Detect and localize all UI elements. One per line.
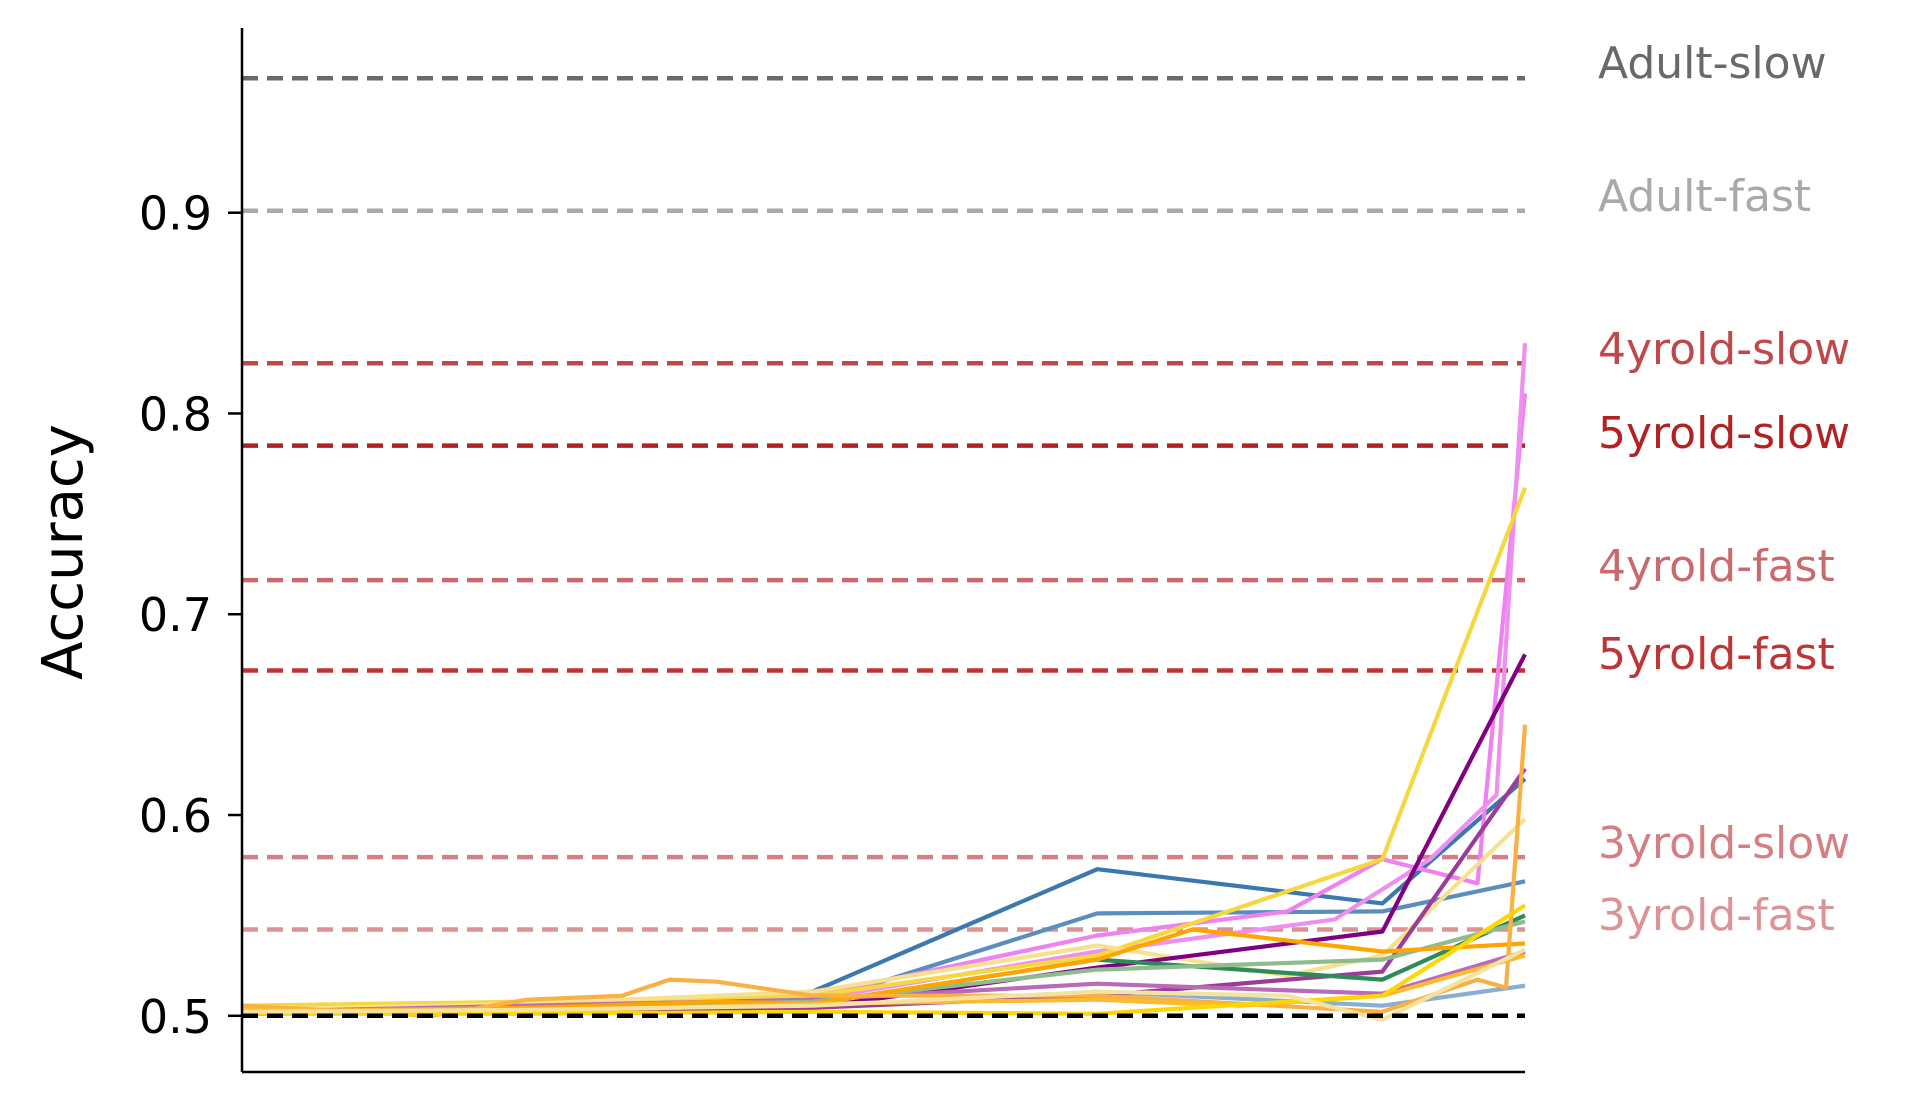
reference-label-4yrold-fast: 4yrold-fast: [1598, 541, 1835, 592]
y-axis-title: Accuracy: [31, 424, 96, 680]
reference-labels: Adult-slow Adult-fast 4yrold-slow 5yrold-sl…: [1598, 38, 1850, 941]
y-tick-label: 0.6: [139, 789, 212, 843]
reference-label-adult-fast: Adult-fast: [1598, 171, 1811, 222]
reference-lines: [242, 75, 1525, 932]
y-tick-label: 0.9: [139, 187, 212, 241]
series-line-7: [241, 817, 1527, 1012]
reference-label-3yrold-fast: 3yrold-fast: [1598, 890, 1835, 941]
y-tick-label: 0.8: [139, 387, 212, 441]
y-tick-label: 0.5: [139, 990, 212, 1044]
reference-label-5yrold-slow: 5yrold-slow: [1598, 408, 1850, 459]
y-tick-label: 0.7: [139, 588, 212, 642]
reference-label-5yrold-fast: 5yrold-fast: [1598, 629, 1835, 680]
series-lines: [241, 343, 1528, 1022]
series-line-6: [241, 487, 1527, 1008]
reference-label-4yrold-slow: 4yrold-slow: [1598, 324, 1850, 375]
series-line-8: [241, 653, 1527, 1014]
series-line-13: [241, 927, 1526, 1014]
axes: [240, 28, 1525, 1074]
y-ticks: 0.5 0.6 0.7 0.8 0.9: [139, 187, 242, 1044]
reference-label-3yrold-slow: 3yrold-slow: [1598, 818, 1850, 869]
reference-label-adult-slow: Adult-slow: [1598, 38, 1827, 89]
series-line-14: [241, 724, 1528, 1018]
series-line-17: [241, 947, 1526, 1022]
